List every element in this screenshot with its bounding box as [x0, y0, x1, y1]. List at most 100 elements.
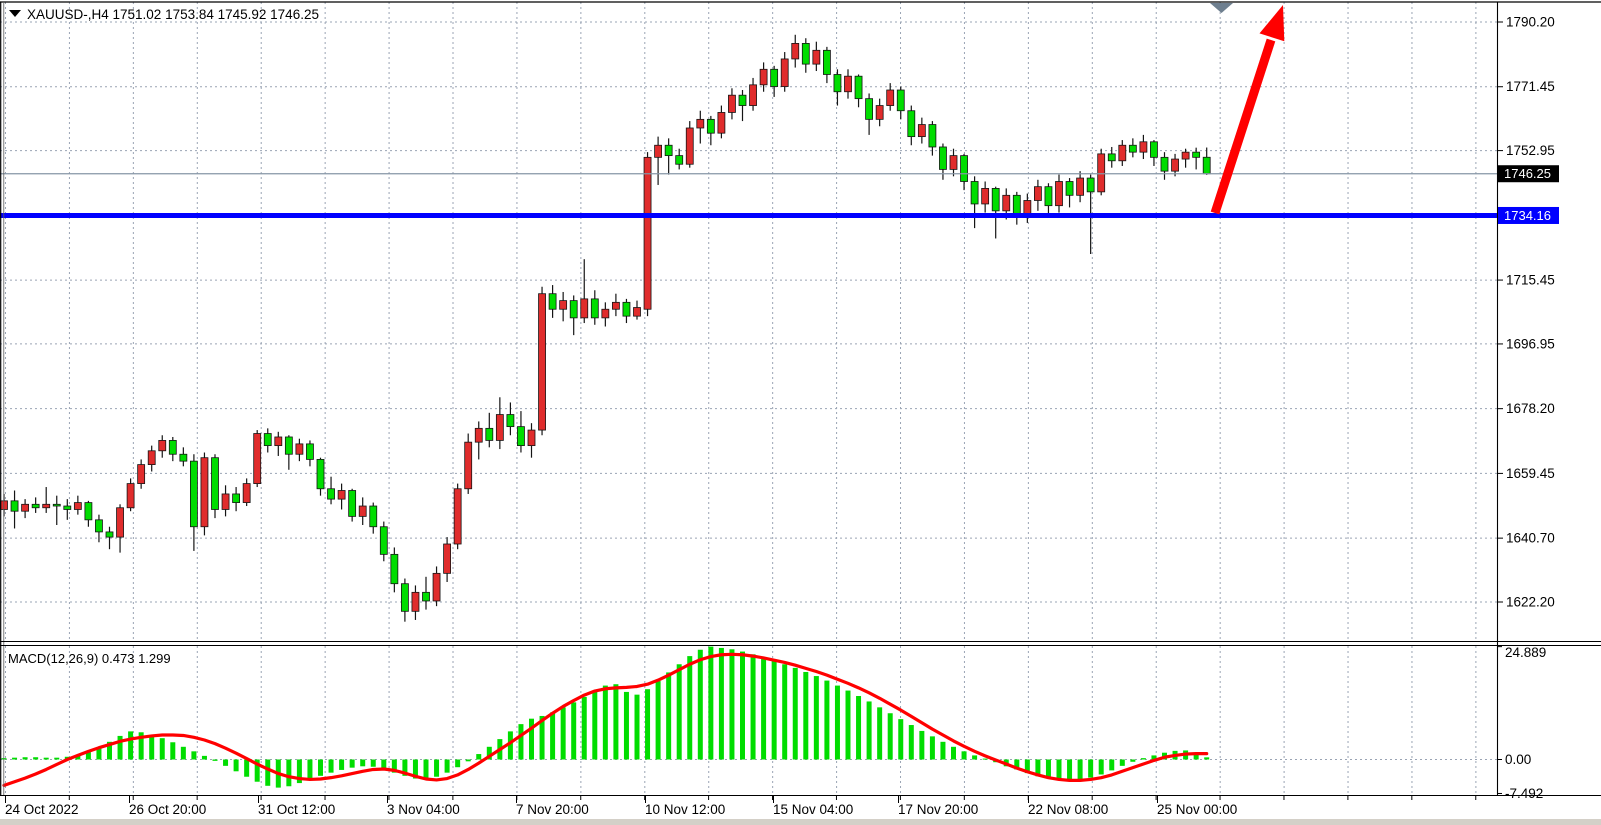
candle-bearish [664, 144, 673, 157]
candle-bullish [844, 75, 852, 93]
macd-histogram-bar [233, 759, 239, 772]
candle-bullish [633, 307, 641, 317]
macd-histogram-bar [645, 689, 651, 760]
macd-histogram-bar [676, 664, 682, 760]
macd-histogram-bar [107, 741, 112, 760]
candle-bearish [896, 89, 905, 112]
macd-histogram-bar [813, 676, 819, 760]
candle-bullish [1171, 158, 1179, 172]
time-axis-label: 17 Nov 20:00 [898, 802, 978, 817]
macd-histogram-bar [782, 664, 788, 760]
candle-bullish [1076, 177, 1084, 196]
candle-bearish [517, 426, 525, 447]
macd-signal-line [2, 652, 1209, 787]
time-axis-label: 24 Oct 2022 [5, 802, 79, 817]
macd-histogram-bar [318, 759, 323, 776]
candle-bearish [105, 531, 114, 538]
macd-histogram-bar [43, 757, 49, 760]
price-axis-label: 1659.45 [1506, 466, 1555, 481]
candle-bullish [73, 502, 82, 510]
candle-bearish [801, 43, 810, 65]
macd-histogram-bar [877, 707, 883, 760]
candle-bearish [232, 493, 241, 503]
macd-histogram-bar [381, 759, 387, 770]
macd-histogram-bar [539, 715, 545, 760]
candle-bearish [348, 490, 357, 517]
macd-histogram-bar [12, 757, 18, 760]
candle-bullish [696, 118, 705, 129]
candle-bearish [823, 49, 831, 75]
candle-bullish [443, 543, 452, 574]
macd-histogram-bar [128, 731, 134, 760]
candle-bearish [1065, 181, 1074, 196]
chart-title-group: XAUUSD-,H4 1751.02 1753.84 1745.92 1746.… [9, 7, 319, 22]
macd-histogram-bar [476, 754, 482, 760]
macd-histogram-bar [1024, 759, 1030, 774]
candle-bullish [358, 505, 367, 517]
candle-bullish [253, 433, 262, 484]
candle-bullish [1118, 144, 1127, 162]
macd-histogram-bar [602, 685, 608, 760]
price-axis-label: 1790.20 [1506, 15, 1555, 30]
macd-histogram-bar [982, 758, 988, 760]
macd-histogram-bar [718, 647, 724, 760]
macd-histogram-bar [697, 649, 703, 760]
macd-histogram-bar [54, 757, 60, 760]
price-axis[interactable]: 1790.20 1771.45 1752.95 1715.45 1696.95 1678.… [1497, 15, 1555, 610]
candle-bullish [875, 105, 884, 120]
macd-histogram-bar [729, 649, 735, 760]
macd-histogram-bar [887, 713, 893, 760]
time-axis-label: 7 Nov 20:00 [516, 802, 589, 817]
macd-histogram-bar [307, 759, 313, 780]
macd-histogram-bar [434, 759, 440, 777]
time-axis-label: 15 Nov 04:00 [773, 802, 853, 817]
candle-bearish [991, 188, 1000, 212]
time-axis-label: 25 Nov 00:00 [1157, 802, 1237, 817]
candle-bullish [538, 293, 546, 431]
candle-bearish [928, 124, 937, 148]
candle-bullish [601, 308, 610, 319]
time-axis[interactable]: 24 Oct 2022 26 Oct 20:00 31 Oct 12:00 3 Nov… [5, 796, 1477, 817]
macd-histogram-bar [1151, 755, 1157, 760]
macd-histogram-bar [191, 751, 197, 760]
symbol-dropdown-triangle-icon[interactable] [9, 10, 21, 17]
macd-histogram-bar [465, 759, 471, 762]
macd-histogram-bar [1119, 759, 1125, 766]
up-arrow-annotation[interactable] [1210, 5, 1285, 215]
candle-bearish [1160, 156, 1169, 172]
macd-histogram-bar [592, 690, 598, 760]
macd-histogram-bar [1056, 759, 1062, 780]
candle-bearish [1044, 186, 1053, 207]
arrow-shaft [1210, 38, 1276, 215]
macd-histogram-bar [1109, 759, 1115, 771]
candle-bearish [1086, 177, 1095, 193]
candle-bearish [970, 181, 979, 205]
macd-histogram-bar [571, 702, 577, 760]
candle-bearish [263, 433, 272, 447]
candle-bearish [1107, 153, 1116, 162]
macd-histogram-bar [1014, 759, 1020, 770]
time-axis-label: 31 Oct 12:00 [258, 802, 335, 817]
macd-histogram-bar [560, 707, 566, 760]
candle-bullish [158, 440, 167, 452]
candle-bearish [211, 457, 219, 510]
macd-histogram-bar [1067, 759, 1073, 780]
macd-histogram-bar [370, 759, 376, 767]
candle-bullish [242, 483, 251, 503]
macd-histogram-bar [708, 646, 714, 760]
macd-histogram-bar [296, 759, 302, 784]
macd-histogram-bar [1088, 759, 1094, 778]
candle-bullish [411, 591, 420, 612]
candle-bearish [960, 155, 968, 182]
macd-histogram-bar [85, 752, 91, 760]
candle-bullish [495, 414, 504, 441]
price-axis-label: 1696.95 [1506, 336, 1555, 351]
candle-bullish [295, 443, 304, 455]
candle-bullish [137, 464, 146, 484]
candle-bearish [548, 293, 557, 310]
macd-histogram-bar [634, 694, 640, 760]
candle-bearish [95, 519, 103, 533]
candle-bullish [453, 488, 462, 545]
